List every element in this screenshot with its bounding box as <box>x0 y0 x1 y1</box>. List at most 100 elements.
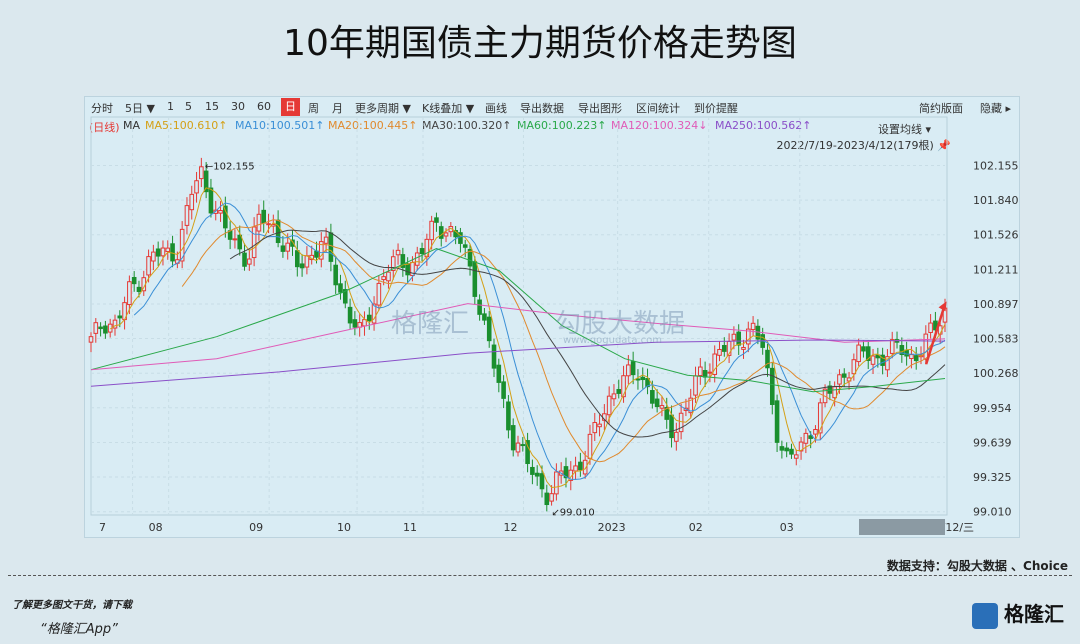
ma-legend-ma: MA <box>123 119 141 132</box>
candle-body <box>539 473 545 490</box>
candle-body <box>841 373 847 378</box>
x-tick-label: 11 <box>403 521 417 534</box>
candle-body <box>702 370 708 378</box>
data-source: 数据支持：勾股大数据 、Choice <box>886 559 1068 573</box>
candle-body <box>534 472 540 477</box>
trend-arrow-head <box>938 301 947 312</box>
candle-body <box>880 354 885 366</box>
footer-line1: 了解更多图文干货，请下载 <box>12 600 132 611</box>
candle-body <box>837 374 842 385</box>
candle-body <box>347 306 353 324</box>
ma-legend-prefix: (日线) <box>89 121 120 134</box>
y-tick-label: 99.325 <box>973 471 1012 484</box>
candle-body <box>717 349 722 356</box>
candle-body <box>865 346 871 361</box>
candle-body <box>669 414 674 439</box>
candle-body <box>765 349 770 369</box>
toolbar-item-15[interactable]: 15 <box>205 100 219 113</box>
candle-body <box>659 405 665 409</box>
candle-body <box>117 315 123 319</box>
candle-body <box>328 232 334 262</box>
toolbar-item-month[interactable]: 月 <box>332 102 343 115</box>
candle-body <box>803 432 809 444</box>
candle-body <box>616 389 622 394</box>
toolbar-item-range-stats[interactable]: 区间统计 <box>636 102 680 115</box>
candle-body <box>434 217 439 223</box>
y-tick-label: 99.639 <box>973 436 1012 449</box>
candle-body <box>103 325 108 334</box>
toolbar-item-1[interactable]: 1 <box>167 100 174 113</box>
trend-arrow-shaft <box>924 308 945 365</box>
candle-body <box>223 205 228 229</box>
candle-body <box>203 170 209 193</box>
toolbar-item-30[interactable]: 30 <box>231 100 245 113</box>
toolbar-item-day[interactable]: 日 <box>281 98 300 116</box>
candle-body <box>496 364 502 383</box>
candle-body <box>462 244 468 248</box>
candle-body <box>342 289 348 304</box>
candle-body <box>510 425 516 451</box>
toolbar-item-more-periods[interactable]: 更多周期 ▼ <box>355 102 411 115</box>
candle-body <box>266 223 271 226</box>
toolbar-item-fenshi[interactable]: 分时 <box>91 102 113 115</box>
toolbar-item-price-alert[interactable]: 到价提醒 <box>694 102 738 115</box>
candle-body <box>218 210 223 214</box>
candle-body <box>127 281 132 306</box>
candle-body <box>414 252 420 266</box>
candle-body <box>419 248 425 255</box>
candle-body <box>769 367 775 405</box>
candle-body <box>712 353 718 375</box>
candle-body <box>352 319 358 328</box>
annotation-low: ↙99.010 <box>551 508 594 519</box>
candle-body <box>899 345 905 356</box>
toolbar-item-draw[interactable]: 画线 <box>485 102 507 115</box>
watermark-left: 格隆汇 <box>391 309 470 339</box>
candle-body <box>889 339 895 354</box>
toolbar-item-export-figure[interactable]: 导出图形 <box>578 102 622 115</box>
ma10-line <box>133 202 946 480</box>
date-marker-box <box>859 519 945 535</box>
candle-body <box>554 471 559 495</box>
ma-legend-ma10: MA10:100.501↑ <box>235 119 325 132</box>
candle-body <box>467 248 473 267</box>
toolbar-item-week[interactable]: 周 <box>308 102 319 115</box>
candle-body <box>544 492 550 506</box>
toolbar-item-simple-layout[interactable]: 简约版面 <box>919 102 963 115</box>
candle-body <box>232 238 238 241</box>
candle-body <box>438 226 444 239</box>
candle-body <box>674 431 679 442</box>
candle-body <box>208 187 214 214</box>
watermark-url: www.gogudata.com <box>563 335 663 346</box>
candle-body <box>698 366 703 377</box>
candle-body <box>525 440 530 465</box>
candle-body <box>256 213 262 232</box>
candle-body <box>789 448 794 455</box>
candle-body <box>578 461 583 471</box>
candle-body <box>587 433 593 459</box>
toolbar-item-export-data[interactable]: 导出数据 <box>520 102 564 115</box>
toolbar-item-5[interactable]: 5 <box>185 100 192 113</box>
candle-body <box>131 276 137 285</box>
candlestick-chart: 102.155 101.840 101.526 101.211 100.897 100.5… <box>88 116 1019 535</box>
toolbar-item-hide[interactable]: 隐藏 ▸ <box>980 102 1012 115</box>
set-ma-button[interactable]: 设置均线 ▾ <box>877 123 931 136</box>
y-tick-label: 99.010 <box>973 506 1012 519</box>
candle-body <box>678 412 684 433</box>
candle-body <box>112 319 118 329</box>
candle-body <box>808 435 813 439</box>
candle-body <box>582 459 588 475</box>
toolbar-item-60[interactable]: 60 <box>257 100 271 113</box>
annotation-high: ←102.155 <box>205 161 255 172</box>
candle-body <box>626 364 631 377</box>
ma5-line <box>109 187 946 489</box>
toolbar-item-k-overlay[interactable]: K线叠加 ▼ <box>422 102 475 115</box>
candle-body <box>832 386 837 399</box>
candle-body <box>386 271 391 282</box>
candle-body <box>295 250 300 268</box>
logo-text: 格隆汇 <box>1004 602 1064 626</box>
y-tick-label: 101.526 <box>973 229 1019 242</box>
candle-body <box>371 303 377 324</box>
candle-body <box>318 241 324 260</box>
chart-panel: 分时 5日 ▼ 1 5 15 30 60 日 周 月 更多周期 ▼ K线叠加 ▼… <box>84 96 1020 538</box>
toolbar-item-5day[interactable]: 5日 ▼ <box>125 102 155 115</box>
